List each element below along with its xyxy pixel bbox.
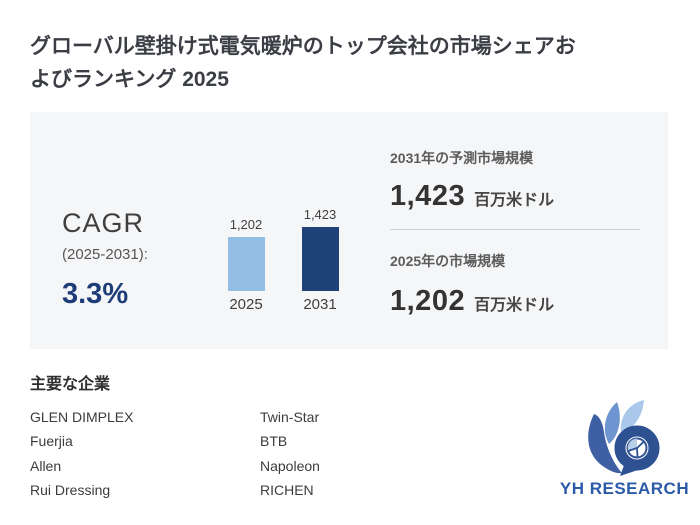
page-title: グローバル壁掛け式電気暖炉のトップ会社の市場シェアお よびランキング 2025 [30, 30, 678, 96]
bar-2031 [301, 227, 339, 291]
page-title-line-2: よびランキング 2025 [30, 68, 229, 91]
bar-data-label-2031: 1,423 [303, 207, 337, 222]
yh-research-logo-icon [587, 400, 659, 476]
company-item: Fuerjia [30, 433, 73, 450]
page-title-line-1: グローバル壁掛け式電気暖炉のトップ会社の市場シェアお [30, 35, 576, 58]
current-market-size: 1,202 百万米ドル [390, 285, 554, 318]
yh-research-logo-text: YH RESEARCH [559, 479, 690, 498]
market-summary-panel: CAGR (2025-2031): 3.3% 1,202 1,423 2025 … [30, 112, 668, 349]
bar-category-label-2031: 2031 [303, 296, 337, 313]
company-item: Napoleon [260, 457, 320, 474]
bar-data-label-2025: 1,202 [229, 217, 263, 232]
company-item: Twin-Star [260, 409, 320, 425]
current-market-size-label: 2025年の市場規模 [390, 253, 506, 269]
forecast-unit: 百万米ドル [474, 192, 555, 209]
company-item: GLEN DIMPLEX [30, 409, 134, 425]
key-companies-list: GLEN DIMPLEX Twin-Star Fuerjia BTB Allen… [30, 409, 460, 506]
forecast-market-size-label: 2031年の予測市場規模 [390, 150, 534, 166]
bar-column-2031: 1,423 [290, 206, 350, 291]
current-unit: 百万米ドル [474, 297, 555, 314]
bar-column-2025: 1,202 [216, 206, 276, 291]
stats-divider [390, 229, 640, 230]
key-companies-heading: 主要な企業 [30, 376, 111, 393]
yh-research-logo: YH RESEARCH [552, 398, 697, 499]
forecast-value: 1,423 [390, 180, 466, 212]
cagr-value: 3.3% [62, 278, 129, 310]
company-item: RICHEN [260, 481, 314, 498]
bar-category-label-2025: 2025 [229, 296, 263, 313]
company-item: Rui Dressing [30, 481, 111, 498]
cagr-label: CAGR [62, 208, 145, 238]
company-item: Allen [30, 457, 62, 474]
bar-2025 [227, 237, 265, 291]
current-value: 1,202 [390, 285, 466, 317]
company-item: BTB [260, 433, 288, 450]
forecast-market-size: 1,423 百万米ドル [390, 180, 554, 213]
cagr-period: (2025-2031): [62, 246, 148, 263]
